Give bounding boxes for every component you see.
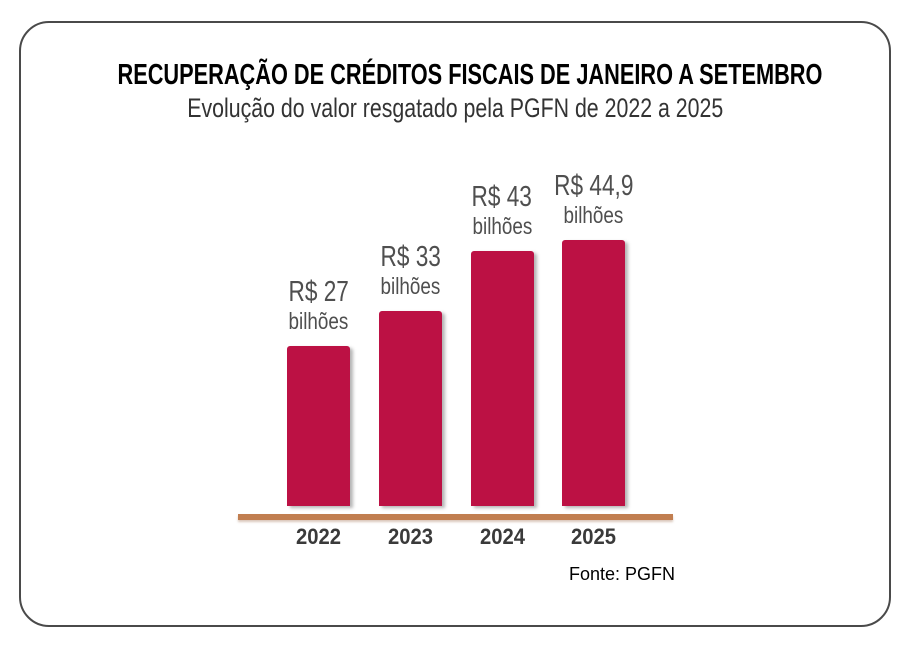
value-amount: R$ 27 — [288, 276, 349, 308]
year-label-2023: 2023 — [351, 524, 471, 550]
year-label-2024: 2024 — [442, 524, 562, 550]
value-amount: R$ 33 — [380, 241, 441, 273]
page-title: RECUPERAÇÃO DE CRÉDITOS FISCAIS DE JANEI… — [0, 58, 910, 92]
bar-2024 — [470, 251, 534, 506]
year-label-2025: 2025 — [534, 524, 654, 550]
chart-card — [19, 21, 891, 627]
x-axis-line — [238, 514, 673, 520]
value-unit: bilhões — [563, 202, 624, 228]
value-amount: R$ 44,9 — [553, 170, 634, 202]
bar-2025 — [562, 240, 625, 506]
year-text: 2024 — [479, 524, 525, 549]
value-label-2023: R$ 33 bilhões — [336, 241, 486, 300]
page-subtitle-text: Evolução do valor resgatado pela PGFN de… — [187, 93, 723, 123]
page-subtitle: Evolução do valor resgatado pela PGFN de… — [0, 93, 910, 124]
value-label-2022: R$ 27 bilhões — [244, 276, 394, 335]
value-amount: R$ 43 — [471, 181, 533, 213]
year-label-2022: 2022 — [259, 524, 379, 550]
value-unit: bilhões — [380, 273, 441, 299]
value-unit: bilhões — [288, 308, 349, 334]
year-text: 2022 — [295, 524, 342, 549]
value-label-2024: R$ 43 bilhões — [427, 181, 577, 240]
page-title-text: RECUPERAÇÃO DE CRÉDITOS FISCAIS DE JANEI… — [117, 59, 823, 91]
value-unit: bilhões — [472, 213, 532, 239]
value-label-2025: R$ 44,9 bilhões — [519, 170, 669, 229]
year-text: 2025 — [570, 524, 617, 549]
year-text: 2023 — [387, 524, 434, 549]
bar-2023 — [379, 311, 442, 506]
bar-2022 — [287, 346, 350, 506]
source-label: Fonte: PGFN — [568, 564, 675, 584]
